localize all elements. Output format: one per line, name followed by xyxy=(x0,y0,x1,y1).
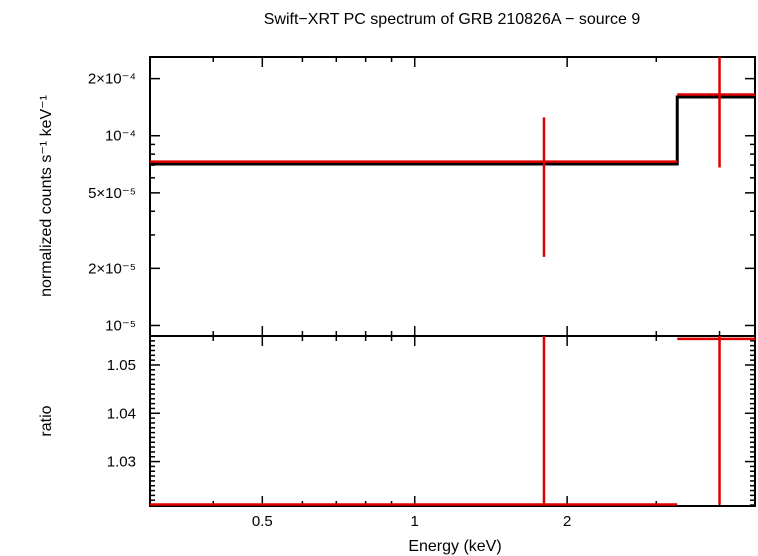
spectrum-data-point xyxy=(677,57,755,168)
ratio-panel: 0.5 1 2 1.03 1.04 1.05 xyxy=(107,335,756,530)
spectrum-data-series xyxy=(150,57,755,257)
y-tick-label: 1.03 xyxy=(107,454,136,471)
spectrum-panel-frame xyxy=(149,56,756,337)
ratio-data-point xyxy=(677,336,755,505)
chart-title: Swift−XRT PC spectrum of GRB 210826A − s… xyxy=(264,11,641,28)
spectrum-model-series xyxy=(150,95,755,166)
spectrum-y-axis-label: normalized counts s⁻¹ keV⁻¹ xyxy=(38,95,55,297)
ratio-panel-frame xyxy=(149,335,756,507)
x-tick-label: 0.5 xyxy=(252,513,273,530)
ratio-data-point xyxy=(150,336,678,506)
y-tick-label: 2×10⁻⁵ xyxy=(88,260,136,277)
x-tick-label: 1 xyxy=(411,513,419,530)
model-step-line xyxy=(150,95,755,166)
y-tick-label: 1.05 xyxy=(107,357,136,374)
ratio-data-series xyxy=(150,336,755,506)
y-tick-label: 10⁻⁴ xyxy=(105,128,136,145)
spectrum-x-ticks xyxy=(149,57,721,336)
x-tick-label: 2 xyxy=(563,513,571,530)
x-axis-label: Energy (keV) xyxy=(408,538,501,555)
spectrum-y-ticks: 10⁻⁵ 2×10⁻⁵ 5×10⁻⁵ 10⁻⁴ 2×10⁻⁴ xyxy=(88,71,755,334)
spectrum-data-point xyxy=(150,117,678,257)
y-tick-label: 10⁻⁵ xyxy=(105,317,136,334)
ratio-y-axis-label: ratio xyxy=(38,405,55,436)
spectrum-panel: 10⁻⁵ 2×10⁻⁵ 5×10⁻⁵ 10⁻⁴ 2×10⁻⁴ xyxy=(88,56,756,337)
ratio-x-ticks: 0.5 1 2 xyxy=(149,336,721,530)
ratio-y-ticks: 1.03 1.04 1.05 xyxy=(107,335,755,506)
y-tick-label: 1.04 xyxy=(107,405,136,422)
y-tick-label: 5×10⁻⁵ xyxy=(88,185,136,202)
y-tick-label: 2×10⁻⁴ xyxy=(88,71,136,88)
